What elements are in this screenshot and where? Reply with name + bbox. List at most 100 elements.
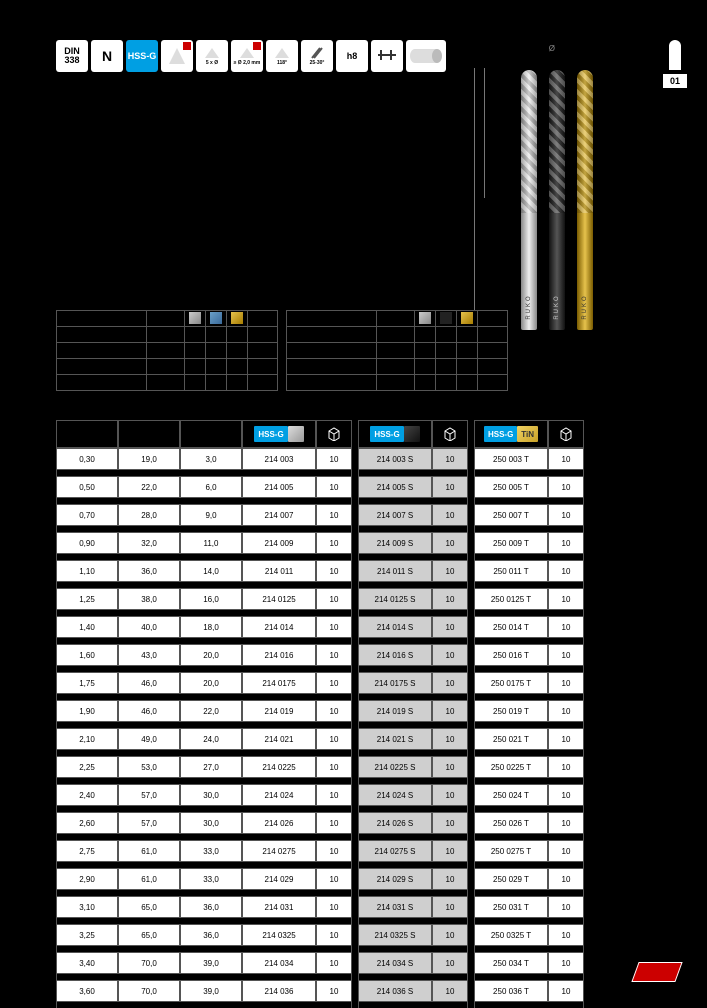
depth-icon: 5 x Ø: [196, 40, 228, 72]
table-row: 214 0125 S 10: [358, 588, 468, 610]
header-length-l1: [118, 420, 180, 448]
table-row: 3,25 65,0 36,0 214 0325 10: [56, 924, 352, 946]
cell-article-steam: 214 0225 S: [358, 756, 432, 778]
cell-length-l2: 9,0: [180, 504, 242, 526]
diameter-label: ≥ Ø 2,0 mm: [234, 60, 261, 66]
header-article-tin: HSS-G TiN: [474, 420, 548, 448]
cell-article-tin: 250 003 T: [474, 448, 548, 470]
cell-article-bright: 214 003: [242, 448, 316, 470]
cell-length-l2: 30,0: [180, 812, 242, 834]
cell-article-tin: 250 0325 T: [474, 924, 548, 946]
table-row: 214 021 S 10: [358, 728, 468, 750]
cell-pack-steam: 10: [432, 980, 468, 1002]
cell-diameter: 1,90: [56, 700, 118, 722]
cell-pack-tin: 10: [548, 896, 584, 918]
page-number: 01: [663, 74, 687, 88]
table-row: 1,90 46,0 22,0 214 019 10: [56, 700, 352, 722]
cell-article-tin: 250 029 T: [474, 868, 548, 890]
cell-article-bright: 214 011: [242, 560, 316, 582]
point-angle-icon: 118°: [266, 40, 298, 72]
cell-article-bright: 214 031: [242, 896, 316, 918]
cell-article-tin: 250 007 T: [474, 504, 548, 526]
table-row: 250 003 T 10: [474, 448, 584, 470]
cell-pack-bright: 10: [316, 616, 352, 638]
cell-pack-bright: 10: [316, 672, 352, 694]
cell-pack-bright: 10: [316, 588, 352, 610]
main-data-block: HSS-G 0,30 19,0 3,0 214 003 10 0,50 22,0…: [56, 420, 687, 1008]
cell-article-steam: 214 026 S: [358, 812, 432, 834]
table-row: 250 007 T 10: [474, 504, 584, 526]
table-row: 250 011 T 10: [474, 560, 584, 582]
table-row: 3,10 65,0 36,0 214 031 10: [56, 896, 352, 918]
cell-article-bright: 214 007: [242, 504, 316, 526]
cell-length-l1: 38,0: [118, 588, 180, 610]
cell-diameter: 2,90: [56, 868, 118, 890]
column-bright: HSS-G 0,30 19,0 3,0 214 003 10 0,50 22,0…: [56, 420, 352, 1008]
table-row: 1,25 38,0 16,0 214 0125 10: [56, 588, 352, 610]
cell-length-l2: 36,0: [180, 924, 242, 946]
cell-diameter: 0,30: [56, 448, 118, 470]
table-row: 214 0325 S 10: [358, 924, 468, 946]
cutting-icon: [161, 40, 193, 72]
cell-article-steam: 214 0325 S: [358, 924, 432, 946]
cell-pack-steam: 10: [432, 448, 468, 470]
cell-pack-tin: 10: [548, 504, 584, 526]
cell-pack-tin: 10: [548, 616, 584, 638]
table-row: 250 009 T 10: [474, 532, 584, 554]
cell-article-bright: 214 009: [242, 532, 316, 554]
cell-length-l1: 28,0: [118, 504, 180, 526]
cell-article-tin: 250 034 T: [474, 952, 548, 974]
header-article-steam: HSS-G: [358, 420, 432, 448]
cell-article-bright: 214 0325: [242, 924, 316, 946]
brand-label-gold: RUKO: [582, 294, 588, 319]
cell-article-tin: 250 009 T: [474, 532, 548, 554]
table-row: 1,10 36,0 14,0 214 011 10: [56, 560, 352, 582]
cell-length-l1: 46,0: [118, 700, 180, 722]
pack-icon: [323, 426, 345, 442]
cell-article-bright: 214 016: [242, 644, 316, 666]
depth-label: 5 x Ø: [206, 60, 218, 66]
cylinder-icon: [406, 40, 446, 72]
cell-article-bright: 214 036: [242, 980, 316, 1002]
table-row: 0,90 32,0 11,0 214 009 10: [56, 532, 352, 554]
product-image: RUKO RUKO RUKO: [477, 50, 637, 350]
table-row: 250 016 T 10: [474, 644, 584, 666]
cell-diameter: 2,60: [56, 812, 118, 834]
drill-bit-gold: RUKO: [577, 70, 593, 330]
cell-pack-bright: 10: [316, 840, 352, 862]
cell-length-l2: 22,0: [180, 700, 242, 722]
cell-article-bright: 214 005: [242, 476, 316, 498]
caliper-icon: [371, 40, 403, 72]
cell-pack-steam: 10: [432, 812, 468, 834]
cell-article-bright: 214 026: [242, 812, 316, 834]
cell-length-l1: 65,0: [118, 924, 180, 946]
swatch-gold-icon: [231, 312, 243, 324]
table-row: 250 029 T 10: [474, 868, 584, 890]
cell-article-bright: 214 034: [242, 952, 316, 974]
cell-article-tin: 250 036 T: [474, 980, 548, 1002]
cell-length-l1: 40,0: [118, 616, 180, 638]
cell-article-steam: 214 031 S: [358, 896, 432, 918]
tin-badge: TiN: [517, 426, 538, 442]
cell-pack-bright: 10: [316, 644, 352, 666]
black-finish-icon: [404, 426, 420, 442]
cell-article-steam: 214 003 S: [358, 448, 432, 470]
cell-article-steam: 214 005 S: [358, 476, 432, 498]
table-row: 2,75 61,0 33,0 214 0275 10: [56, 840, 352, 862]
table-row: 250 0225 T 10: [474, 756, 584, 778]
helix-angle-icon: 25-30°: [301, 40, 333, 72]
cell-length-l1: 70,0: [118, 952, 180, 974]
cell-diameter: 1,75: [56, 672, 118, 694]
table-row: 0,70 28,0 9,0 214 007 10: [56, 504, 352, 526]
brand-logo: [631, 962, 682, 982]
table-row: 214 0225 S 10: [358, 756, 468, 778]
cell-article-steam: 214 016 S: [358, 644, 432, 666]
hssg-label: HSS-G: [128, 51, 157, 61]
table-row: 0,30 19,0 3,0 214 003 10: [56, 448, 352, 470]
table-row: 214 036 S 10: [358, 980, 468, 1002]
cell-pack-bright: 10: [316, 784, 352, 806]
cell-length-l2: 36,0: [180, 896, 242, 918]
cell-diameter: 3,25: [56, 924, 118, 946]
cell-length-l1: 61,0: [118, 868, 180, 890]
cell-length-l1: 65,0: [118, 896, 180, 918]
